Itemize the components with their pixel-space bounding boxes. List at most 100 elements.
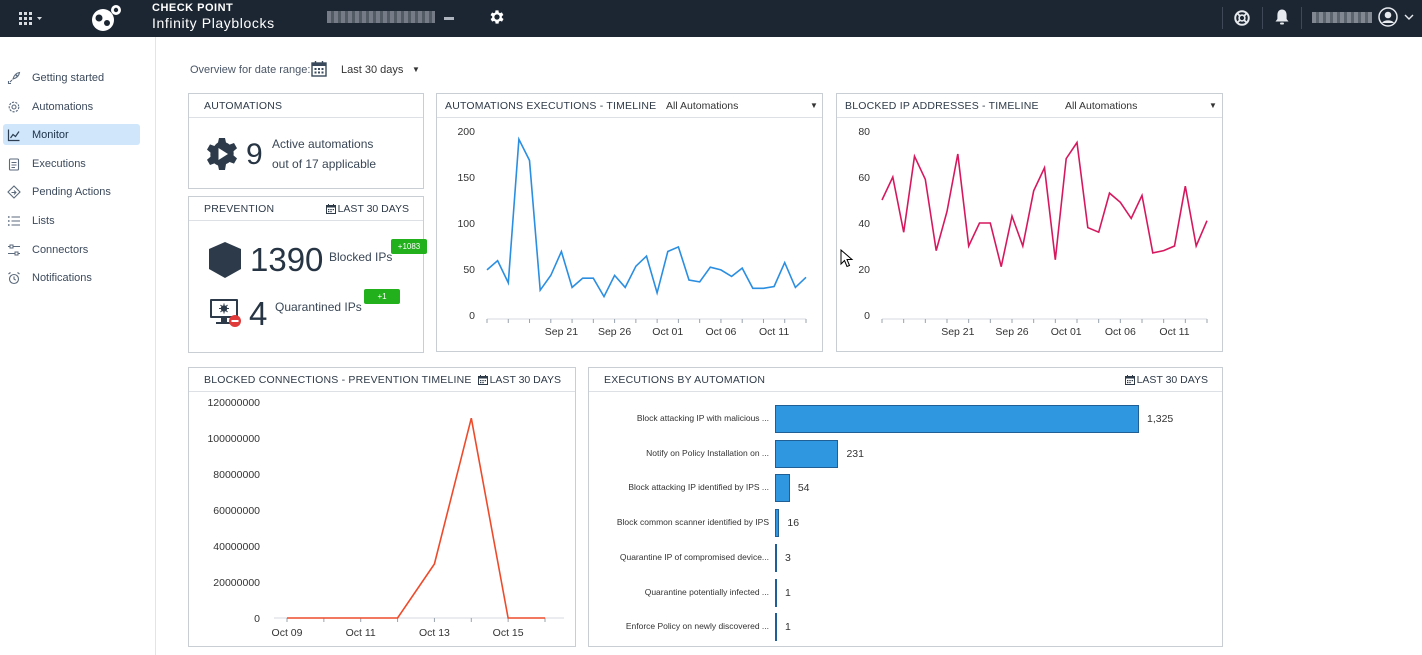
card-range: LAST 30 DAYS — [477, 374, 561, 386]
quarantined-ips-count: 4 — [249, 295, 268, 332]
sidebar-item-label: Lists — [32, 214, 55, 227]
y-tick-label: 40 — [858, 218, 870, 230]
settings-gear-icon[interactable] — [488, 8, 506, 26]
sidebar-item-automations[interactable]: Automations — [3, 96, 140, 117]
executions-timeline-card: AUTOMATIONS EXECUTIONS - TIMELINE All Au… — [436, 93, 823, 352]
mouse-cursor-icon — [840, 249, 854, 268]
card-title: PREVENTION — [204, 203, 275, 215]
account-selector[interactable] — [327, 11, 435, 23]
y-tick-label: 80 — [858, 126, 870, 138]
bar-value-label: 1,325 — [1147, 413, 1174, 425]
bar-category-label: Notify on Policy Installation on ... — [646, 447, 769, 458]
user-menu-chevron-down-icon[interactable] — [1404, 13, 1414, 21]
sidebar-item-label: Connectors — [32, 243, 89, 256]
app-switcher-icon[interactable] — [18, 10, 44, 26]
y-tick-label: 150 — [457, 172, 475, 184]
sidebar-item-label: Pending Actions — [32, 185, 111, 198]
x-tick-label: Sep 26 — [995, 326, 1028, 338]
executions-by-automation-chart: Block attacking IP with malicious ... 1,3… — [589, 392, 1222, 646]
dropdown-caret-icon[interactable]: ▼ — [810, 101, 818, 110]
sidebar-item-label: Executions — [32, 157, 86, 170]
sliders-icon — [7, 243, 21, 257]
bar[interactable] — [775, 543, 777, 572]
divider — [1222, 7, 1223, 29]
card-title: BLOCKED IP ADDRESSES - TIMELINE — [845, 100, 1039, 112]
sidebar-item-lists[interactable]: Lists — [3, 210, 140, 231]
quarantined-ips-label: Quarantined IPs — [275, 300, 362, 314]
date-range-dropdown[interactable]: Last 30 days — [341, 64, 404, 76]
dropdown-caret-icon[interactable]: ▼ — [1209, 101, 1217, 110]
account-caret-icon[interactable]: ▬ — [444, 12, 454, 23]
bar[interactable] — [775, 474, 790, 503]
notifications-bell-icon[interactable] — [1274, 8, 1290, 26]
card-range: LAST 30 DAYS — [325, 203, 409, 215]
y-tick-label: 100000000 — [207, 433, 260, 445]
y-tick-label: 0 — [469, 310, 475, 322]
bar[interactable] — [775, 509, 780, 538]
card-title: BLOCKED CONNECTIONS - PREVENTION TIMELIN… — [204, 374, 472, 386]
bar[interactable] — [775, 439, 839, 468]
x-tick-label: Oct 06 — [1105, 326, 1136, 338]
sidebar-item-executions[interactable]: Executions — [3, 153, 140, 174]
card-range-label: LAST 30 DAYS — [489, 374, 561, 386]
x-tick-label: Oct 11 — [1159, 326, 1189, 338]
blocked-connections-card: BLOCKED CONNECTIONS - PREVENTION TIMELIN… — [188, 367, 576, 647]
rocket-icon — [7, 71, 21, 85]
automations-card: AUTOMATIONS 9 Active automations out of … — [188, 93, 424, 189]
bar-category-label: Quarantine IP of compromised device... — [619, 551, 769, 562]
top-bar: CHECK POINT Infinity Playblocks ▬ — [0, 0, 1422, 37]
series-line — [287, 418, 545, 619]
blocked-ips-label: Blocked IPs — [329, 250, 393, 264]
brand-company: CHECK POINT — [152, 2, 234, 14]
bar-value-label: 3 — [785, 551, 791, 564]
blocked-ips-delta-badge: +1083 — [391, 239, 427, 254]
bar[interactable] — [775, 405, 1139, 433]
card-range: LAST 30 DAYS — [1124, 374, 1208, 386]
calendar-icon[interactable] — [311, 60, 327, 77]
y-tick-label: 0 — [254, 613, 260, 625]
divider — [1262, 7, 1263, 29]
blocked-ip-timeline-card: BLOCKED IP ADDRESSES - TIMELINE All Auto… — [836, 93, 1223, 352]
bar[interactable] — [775, 613, 777, 642]
automation-filter-dropdown[interactable]: All Automations — [1065, 100, 1138, 112]
sidebar-item-notifications[interactable]: Notifications — [3, 267, 140, 288]
sidebar-item-monitor[interactable]: Monitor — [3, 124, 140, 145]
bar[interactable] — [775, 578, 777, 607]
automation-filter-dropdown[interactable]: All Automations — [666, 100, 739, 112]
cog-icon — [7, 100, 21, 114]
sidebar-item-getting-started[interactable]: Getting started — [3, 67, 140, 88]
calendar-icon — [325, 204, 336, 214]
prevention-card: PREVENTION LAST 30 DAYS 1390 Blocked IPs… — [188, 196, 427, 353]
x-tick-label: Sep 21 — [545, 326, 578, 338]
executions-by-automation-card: EXECUTIONS BY AUTOMATION LAST 30 DAYS Bl… — [588, 367, 1223, 647]
date-range-caret-icon[interactable]: ▼ — [412, 65, 420, 74]
sidebar-item-connectors[interactable]: Connectors — [3, 239, 140, 260]
user-avatar-icon[interactable] — [1378, 7, 1398, 27]
bar-category-label: Enforce Policy on newly discovered ... — [625, 621, 769, 632]
automation-gear-play-icon — [207, 138, 237, 170]
sidebar: Getting started Automations Monitor Exec… — [0, 37, 156, 655]
series-line — [486, 136, 807, 299]
card-range-label: LAST 30 DAYS — [1136, 374, 1208, 386]
sidebar-item-pending-actions[interactable]: Pending Actions — [3, 181, 140, 202]
y-tick-label: 20 — [858, 264, 870, 276]
user-name[interactable] — [1312, 12, 1372, 23]
card-title: AUTOMATIONS EXECUTIONS - TIMELINE — [445, 100, 657, 112]
help-lifebuoy-icon[interactable] — [1233, 9, 1251, 27]
y-tick-label: 20000000 — [213, 577, 260, 589]
bar-category-label: Block attacking IP identified by IPS ... — [628, 482, 769, 493]
diamond-arrow-icon — [7, 184, 21, 199]
x-tick-label: Sep 21 — [941, 326, 974, 338]
blocked-ips-count: 1390 — [250, 241, 324, 278]
active-automations-count: 9 — [246, 138, 263, 171]
x-tick-label: Oct 13 — [419, 627, 450, 639]
alarm-icon — [7, 271, 21, 285]
calendar-icon — [1124, 375, 1135, 385]
brand-product: Infinity Playblocks — [152, 15, 275, 31]
clipboard-icon — [7, 157, 21, 171]
blocked-ips-timeline-chart: 0 20 40 60 80 Sep 21 Sep 26 Oct 01 Oct 06 Oct 11 — [858, 126, 1208, 338]
bar-category-label: Block attacking IP with malicious ... — [636, 413, 769, 423]
card-range-label: LAST 30 DAYS — [337, 203, 409, 215]
x-tick-label: Sep 26 — [598, 326, 631, 338]
y-tick-label: 100 — [457, 218, 475, 230]
